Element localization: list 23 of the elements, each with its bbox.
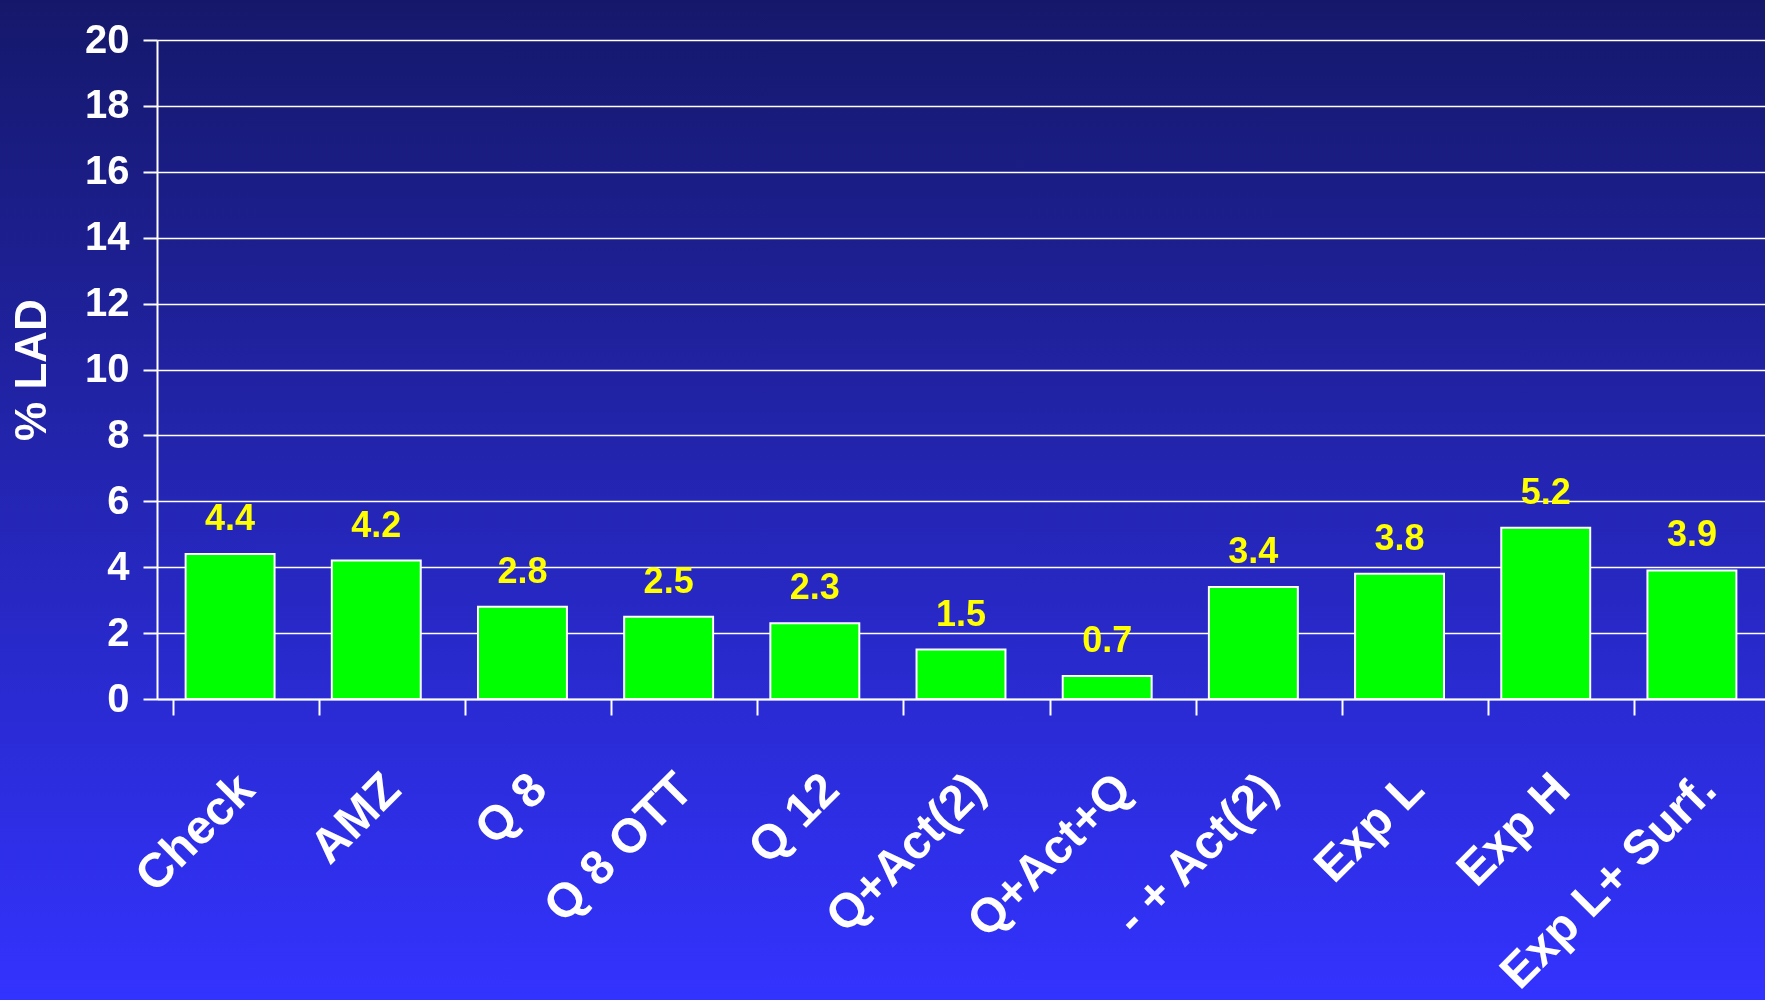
y-tick-label: 0	[107, 675, 130, 720]
data-label: 3.8	[1374, 516, 1425, 558]
data-label: 1.5	[935, 592, 987, 634]
y-tick-label: 12	[85, 280, 130, 325]
y-tick-label: 18	[85, 82, 130, 127]
y-tick-label: 2	[107, 609, 130, 654]
data-label: 2.3	[789, 566, 840, 608]
y-tick-label: 4	[107, 543, 131, 588]
data-label: 3.9	[1666, 513, 1717, 555]
x-tick-label: Exp L	[1303, 761, 1434, 892]
x-tick-label: Q 8	[464, 761, 557, 855]
data-label: 4.4	[205, 497, 256, 539]
y-tick-label: 16	[85, 148, 130, 193]
data-label: 2.5	[643, 559, 694, 601]
y-tick-label: 14	[85, 214, 131, 259]
y-tick-label: 8	[107, 411, 130, 456]
y-tick-label: 10	[85, 346, 130, 390]
data-label: 3.4	[1228, 529, 1279, 571]
data-label: 4.2	[351, 503, 402, 545]
y-tick-label: 6	[107, 477, 130, 522]
y-tick-label: 20	[85, 16, 130, 61]
data-label: 5.2	[1520, 470, 1571, 512]
y-axis-title: % LAD	[6, 299, 56, 441]
